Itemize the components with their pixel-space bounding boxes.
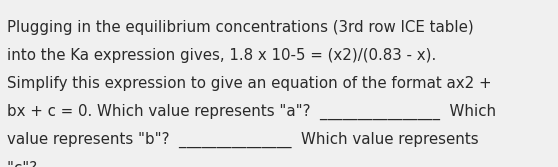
Text: value represents "b"?  _______________  Which value represents: value represents "b"? _______________ Wh… bbox=[7, 132, 479, 148]
Text: bx + c = 0. Which value represents "a"?  ________________  Which: bx + c = 0. Which value represents "a"? … bbox=[7, 104, 497, 120]
Text: Plugging in the equilibrium concentrations (3rd row ICE table): Plugging in the equilibrium concentratio… bbox=[7, 20, 474, 35]
Text: into the Ka expression gives, 1.8 x 10-5 = (x2)/(0.83 - x).: into the Ka expression gives, 1.8 x 10-5… bbox=[7, 48, 436, 63]
Text: "c"?  _______________: "c"? _______________ bbox=[7, 160, 160, 167]
Text: Simplify this expression to give an equation of the format ax2 +: Simplify this expression to give an equa… bbox=[7, 76, 492, 91]
